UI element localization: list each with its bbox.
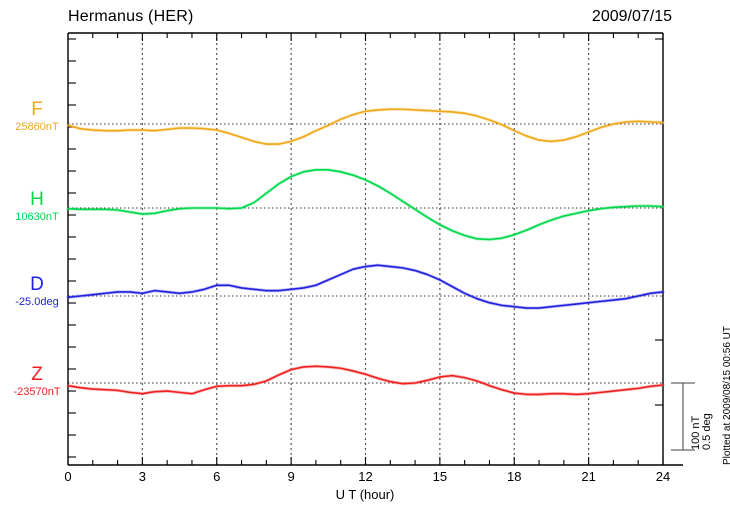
x-tick-label-24: 24: [655, 469, 671, 484]
plot-timestamp: Plotted at 2009/08/15 00:56 UT: [722, 326, 730, 465]
x-axis-title: U T (hour): [335, 487, 395, 502]
component-value-z: -23570nT: [13, 386, 61, 398]
component-value-d: -25.0deg: [15, 296, 59, 308]
x-tick-label-9: 9: [287, 469, 295, 484]
x-tick-label-6: 6: [213, 469, 221, 484]
component-baselines: [68, 123, 663, 384]
component-label-h: H 10630nT: [8, 190, 66, 223]
page-title: Hermanus (HER): [68, 8, 194, 25]
x-tick-label-3: 3: [138, 469, 146, 484]
x-tick-label-21: 21: [581, 469, 596, 484]
component-letter-f: F: [31, 99, 43, 120]
x-tick-label-15: 15: [432, 469, 448, 484]
x-tick-label-0: 0: [64, 469, 72, 484]
component-label-z: Z -23570nT: [8, 365, 66, 398]
plot-frame: [67, 32, 683, 466]
component-letter-d: D: [30, 274, 44, 295]
component-label-f: F 25860nT: [8, 100, 66, 133]
component-letter-h: H: [30, 189, 44, 210]
data-traces: [66, 107, 665, 396]
grid-lines: [141, 33, 590, 465]
scale-bar: [671, 382, 695, 451]
x-tick-label-18: 18: [507, 469, 522, 484]
component-letter-z: Z: [31, 364, 43, 385]
component-value-h: 10630nT: [15, 211, 59, 223]
observation-date: 2009/07/15: [591, 8, 672, 25]
scale-bar-label-deg: 0.5 deg: [701, 413, 713, 450]
component-label-d: D -25.0deg: [8, 275, 66, 308]
component-value-f: 25860nT: [15, 121, 59, 133]
x-tick-label-12: 12: [358, 469, 373, 484]
